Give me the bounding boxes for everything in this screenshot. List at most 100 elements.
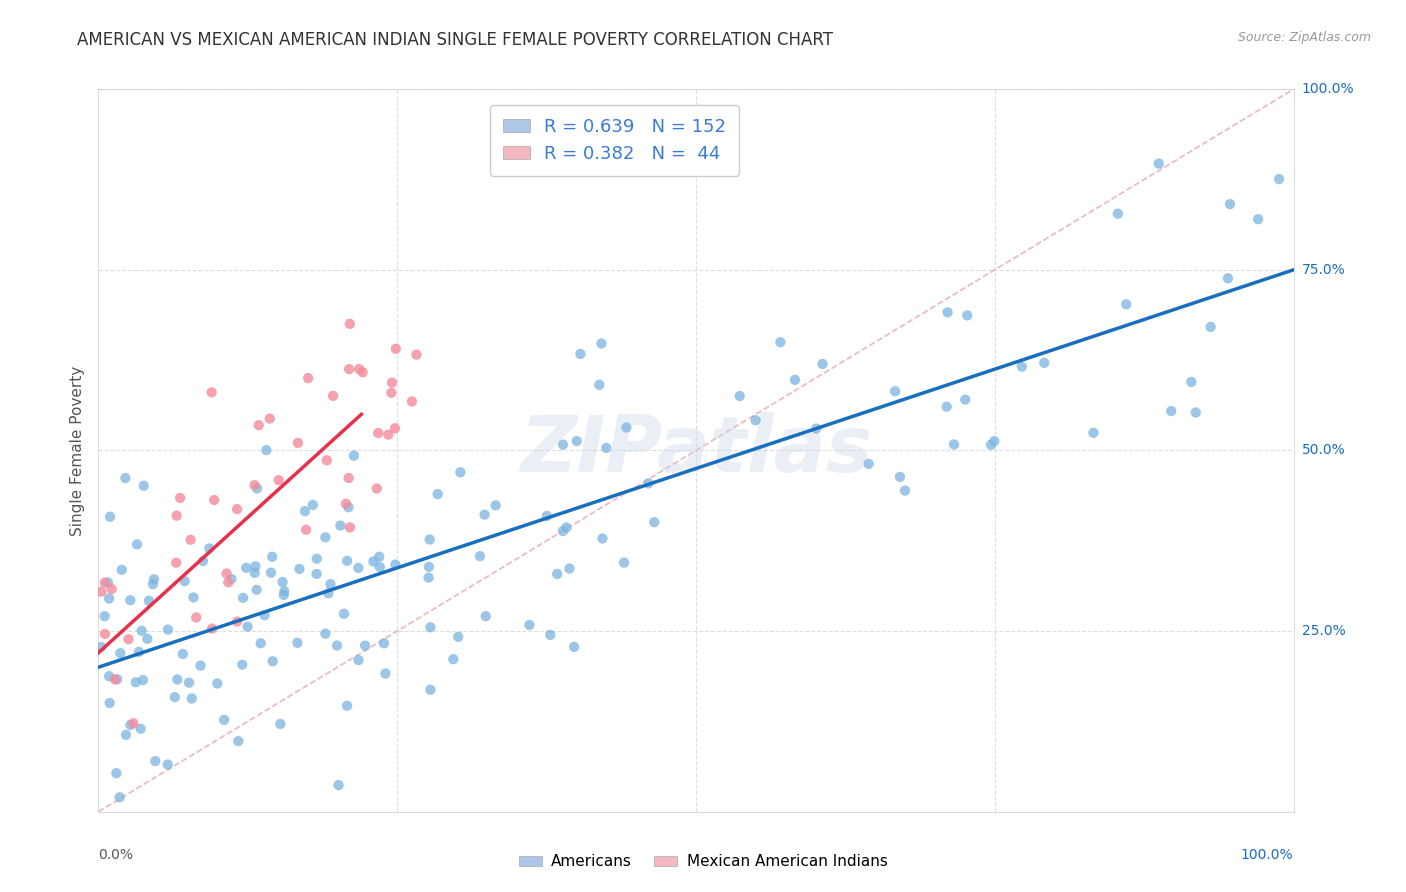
- Point: [326, 639, 349, 653]
- Point: [226, 615, 249, 629]
- Point: [380, 385, 402, 400]
- Point: [132, 673, 155, 687]
- Point: [418, 559, 440, 574]
- Point: [418, 571, 440, 585]
- Point: [249, 636, 271, 650]
- Point: [591, 532, 613, 546]
- Text: 50.0%: 50.0%: [1302, 443, 1346, 458]
- Point: [186, 610, 208, 624]
- Point: [337, 471, 360, 485]
- Point: [419, 682, 441, 697]
- Point: [441, 652, 464, 666]
- Point: [1219, 197, 1241, 211]
- Point: [287, 435, 309, 450]
- Point: [295, 523, 318, 537]
- Point: [190, 658, 212, 673]
- Point: [100, 582, 122, 596]
- Point: [243, 566, 266, 580]
- Point: [347, 653, 370, 667]
- Point: [105, 766, 128, 780]
- Point: [811, 357, 834, 371]
- Point: [105, 672, 128, 686]
- Point: [315, 453, 337, 467]
- Point: [246, 482, 269, 496]
- Point: [384, 558, 406, 572]
- Point: [262, 549, 284, 564]
- Point: [333, 607, 356, 621]
- Point: [377, 427, 399, 442]
- Point: [884, 384, 907, 399]
- Point: [318, 586, 340, 600]
- Point: [180, 533, 202, 547]
- Point: [136, 632, 159, 646]
- Point: [401, 394, 423, 409]
- Point: [156, 757, 179, 772]
- Point: [125, 675, 148, 690]
- Text: 75.0%: 75.0%: [1302, 263, 1346, 277]
- Point: [1011, 359, 1033, 374]
- Point: [226, 502, 249, 516]
- Point: [200, 385, 222, 400]
- Point: [337, 362, 360, 376]
- Point: [637, 476, 659, 491]
- Point: [1216, 271, 1239, 285]
- Point: [110, 646, 132, 660]
- Point: [569, 347, 592, 361]
- Point: [806, 421, 828, 435]
- Text: 100.0%: 100.0%: [1241, 847, 1294, 862]
- Point: [328, 778, 350, 792]
- Point: [98, 696, 121, 710]
- Point: [138, 593, 160, 607]
- Point: [591, 336, 613, 351]
- Point: [551, 437, 574, 451]
- Point: [336, 554, 359, 568]
- Point: [254, 443, 277, 458]
- Point: [322, 389, 344, 403]
- Point: [235, 561, 257, 575]
- Point: [336, 698, 359, 713]
- Point: [352, 365, 374, 379]
- Text: 100.0%: 100.0%: [1302, 82, 1354, 96]
- Point: [419, 620, 441, 634]
- Point: [156, 623, 179, 637]
- Point: [1147, 156, 1170, 170]
- Point: [894, 483, 917, 498]
- Point: [339, 520, 361, 534]
- Point: [354, 639, 377, 653]
- Point: [94, 575, 117, 590]
- Point: [426, 487, 449, 501]
- Point: [169, 491, 191, 505]
- Point: [129, 722, 152, 736]
- Point: [347, 561, 370, 575]
- Point: [943, 437, 966, 451]
- Point: [165, 556, 187, 570]
- Text: 25.0%: 25.0%: [1302, 624, 1346, 638]
- Point: [538, 628, 561, 642]
- Point: [558, 561, 581, 575]
- Point: [363, 554, 385, 568]
- Point: [474, 508, 496, 522]
- Point: [339, 317, 361, 331]
- Point: [546, 566, 568, 581]
- Text: AMERICAN VS MEXICAN AMERICAN INDIAN SINGLE FEMALE POVERTY CORRELATION CHART: AMERICAN VS MEXICAN AMERICAN INDIAN SING…: [77, 31, 834, 49]
- Text: Source: ZipAtlas.com: Source: ZipAtlas.com: [1237, 31, 1371, 45]
- Point: [260, 566, 283, 580]
- Point: [125, 537, 148, 551]
- Point: [983, 434, 1005, 449]
- Point: [368, 549, 391, 564]
- Point: [236, 620, 259, 634]
- Point: [366, 482, 388, 496]
- Point: [384, 421, 406, 435]
- Point: [172, 647, 194, 661]
- Point: [305, 551, 328, 566]
- Point: [202, 493, 225, 508]
- Point: [335, 497, 357, 511]
- Point: [562, 640, 585, 654]
- Point: [337, 500, 360, 515]
- Point: [177, 675, 200, 690]
- Point: [93, 609, 115, 624]
- Point: [889, 470, 911, 484]
- Point: [163, 690, 186, 705]
- Point: [347, 362, 370, 376]
- Point: [259, 411, 281, 425]
